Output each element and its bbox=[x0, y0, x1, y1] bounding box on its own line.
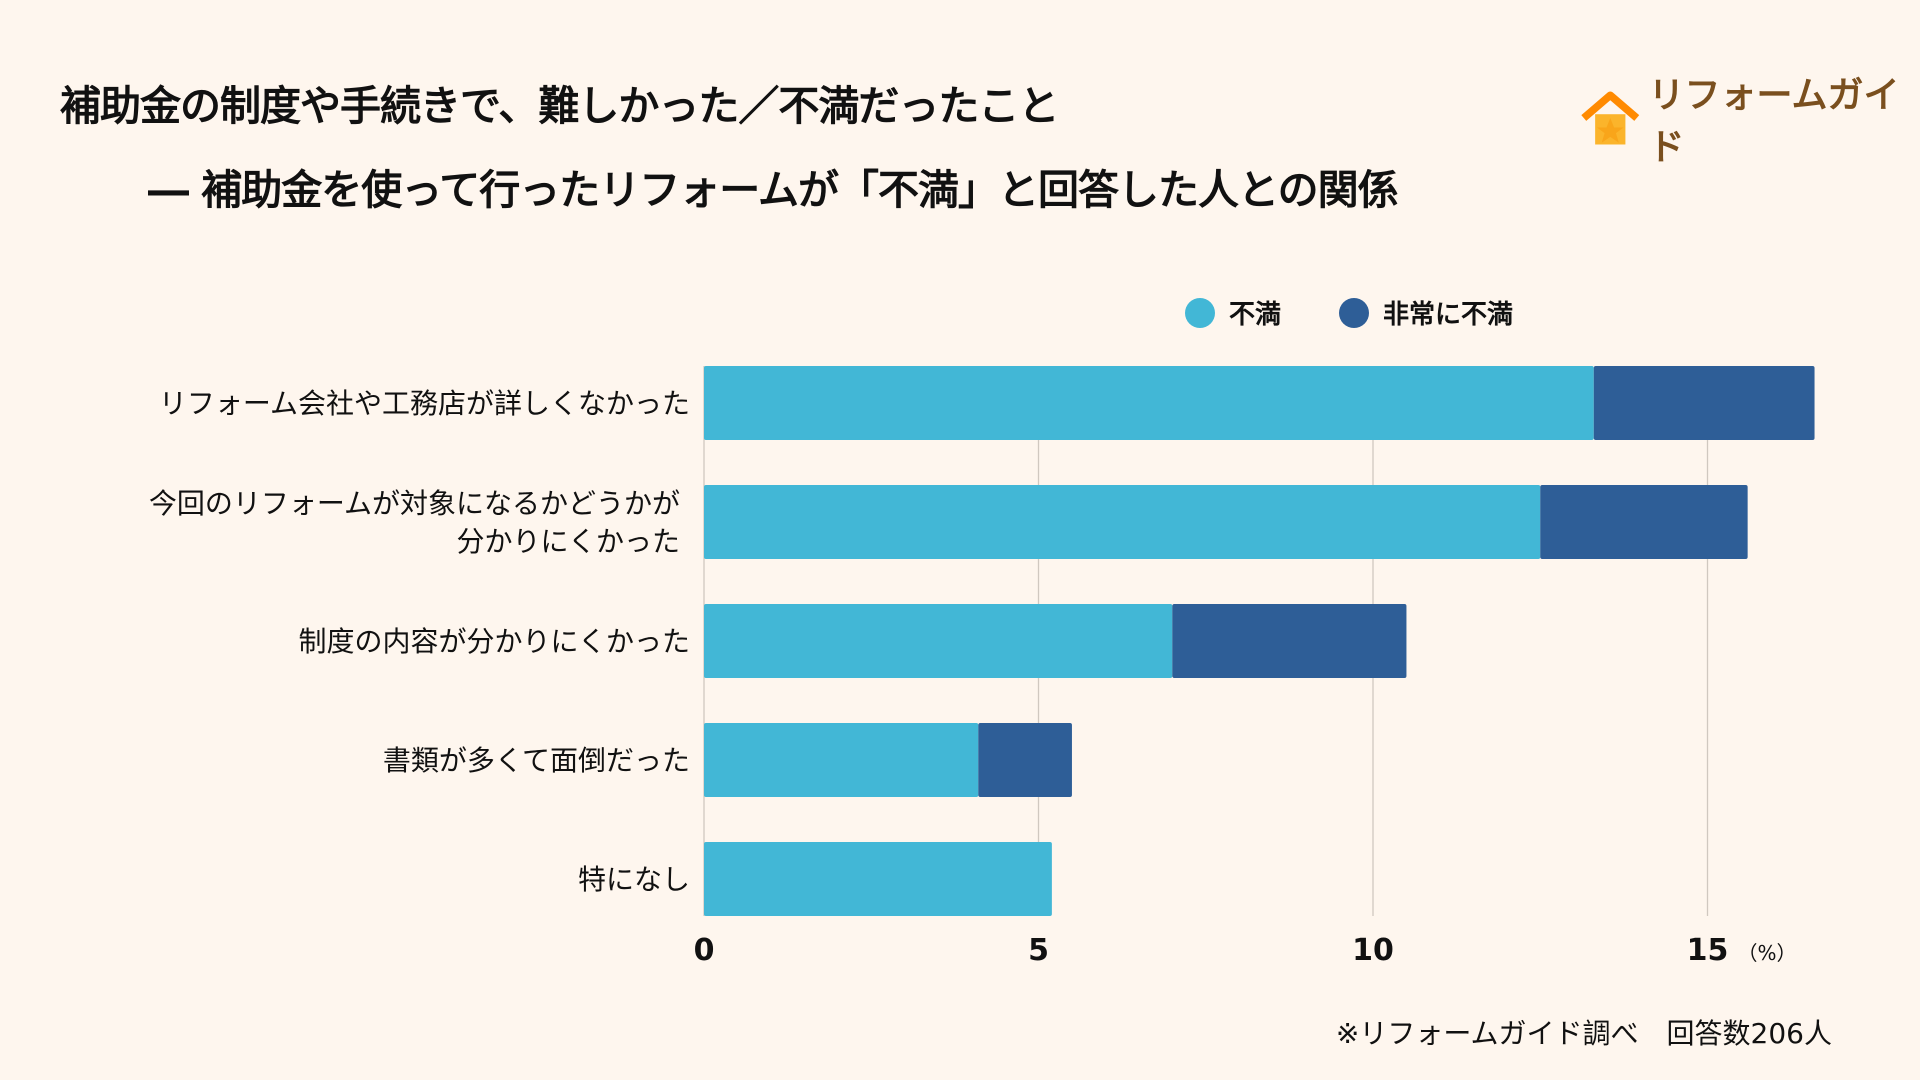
bar-segment bbox=[704, 842, 1052, 916]
x-tick-label: 5 bbox=[1028, 933, 1049, 968]
x-tick-label: 10 bbox=[1352, 933, 1394, 968]
bar-segment bbox=[978, 723, 1072, 797]
x-unit-label: （%） bbox=[1738, 941, 1797, 965]
chart-subtitle: ― 補助金を使って行ったリフォームが「不満」と回答した人との関係 bbox=[148, 166, 1399, 214]
bar-segment bbox=[1540, 485, 1748, 559]
bar-segment bbox=[704, 485, 1541, 559]
house-logo-icon bbox=[1581, 91, 1640, 145]
bar-segment bbox=[1172, 604, 1407, 678]
logo: リフォームガイド bbox=[1580, 66, 1920, 170]
legend-item: 不満 bbox=[1185, 294, 1281, 331]
chart-title: 補助金の制度や手続きで、難しかった／不満だったこと bbox=[60, 82, 1059, 130]
category-label: 特になし bbox=[578, 863, 690, 896]
bar-segment bbox=[704, 366, 1594, 440]
category-label: 制度の内容が分かりにくかった bbox=[299, 625, 690, 658]
category-label: 分かりにくかった bbox=[457, 525, 680, 558]
legend-swatch bbox=[1339, 297, 1370, 328]
x-tick-label: 15 bbox=[1687, 933, 1729, 968]
x-tick-label: 0 bbox=[694, 933, 715, 968]
legend-item: 非常に不満 bbox=[1339, 294, 1513, 331]
category-label: 書類が多くて面倒だった bbox=[383, 744, 690, 777]
category-label: リフォーム会社や工務店が詳しくなかった bbox=[159, 387, 690, 420]
category-label: 今回のリフォームが対象になるかどうかが bbox=[149, 487, 680, 520]
legend-swatch bbox=[1185, 297, 1215, 328]
legend: 不満 非常に不満 bbox=[1185, 294, 1513, 331]
logo-text: リフォームガイド bbox=[1648, 75, 1900, 168]
footnote: ※リフォームガイド調べ 回答数206人 bbox=[1335, 1017, 1832, 1050]
bar-segment bbox=[1593, 366, 1815, 440]
bar-segment bbox=[704, 604, 1173, 678]
bar-segment bbox=[704, 723, 979, 797]
